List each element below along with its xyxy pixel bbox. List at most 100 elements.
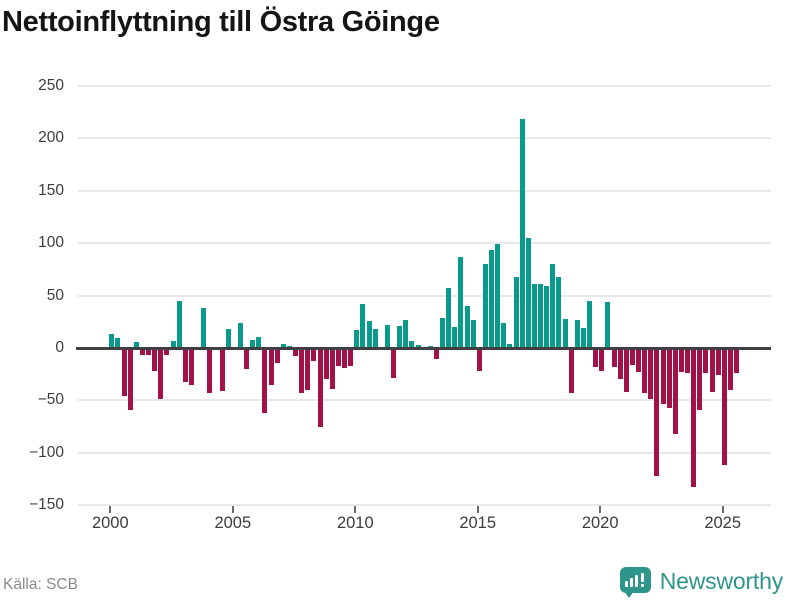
bar <box>293 348 298 357</box>
gridline <box>78 189 771 192</box>
bar <box>489 249 494 348</box>
bar <box>733 348 739 374</box>
bar <box>146 348 151 356</box>
x-axis-tick <box>721 506 724 513</box>
bar <box>219 348 225 391</box>
x-axis-tick <box>231 506 234 513</box>
bar <box>115 337 121 348</box>
bar <box>446 288 452 348</box>
bar <box>525 238 531 348</box>
bar <box>409 340 415 348</box>
bar <box>250 339 256 348</box>
bar <box>133 341 139 348</box>
gridline <box>78 137 771 140</box>
bar <box>519 118 525 348</box>
bar <box>617 348 623 380</box>
x-axis-tick-label: 2010 <box>336 514 374 532</box>
newsworthy-logo: Newsworthy <box>619 563 783 599</box>
y-axis-tick-label: 100 <box>38 234 64 252</box>
bar <box>311 348 317 361</box>
bar <box>323 348 329 380</box>
bar <box>109 334 115 348</box>
bar <box>139 348 145 356</box>
bar <box>587 300 592 348</box>
bar <box>721 348 727 466</box>
bar <box>317 348 323 427</box>
y-axis-tick-label: −150 <box>29 496 64 514</box>
bar <box>550 264 556 348</box>
bar <box>458 256 464 348</box>
y-axis-tick-label: −50 <box>37 391 64 409</box>
bar <box>158 348 164 400</box>
bar <box>391 348 396 379</box>
y-axis-tick-label: 50 <box>46 286 64 304</box>
bar <box>654 348 660 476</box>
x-axis-tick-label: 2020 <box>581 514 619 532</box>
bar <box>556 276 562 348</box>
bar <box>440 317 445 348</box>
bar <box>299 348 305 394</box>
bar <box>666 348 672 408</box>
x-axis-tick-label: 2015 <box>459 514 497 532</box>
bar <box>268 348 274 385</box>
bar <box>685 348 690 374</box>
bar <box>513 276 519 348</box>
gridline <box>78 504 771 507</box>
bar <box>372 329 378 348</box>
page-title: Nettoinflyttning till Östra Göinge <box>2 6 440 38</box>
bar <box>403 319 409 348</box>
bar <box>648 348 654 400</box>
bar <box>605 301 611 348</box>
bar <box>452 327 458 348</box>
bar <box>709 348 715 392</box>
gridline <box>78 399 771 402</box>
bar <box>274 348 280 363</box>
bar <box>691 348 697 488</box>
y-axis-tick-label: 0 <box>55 339 64 356</box>
x-axis-tick <box>599 506 602 513</box>
bar <box>225 329 231 348</box>
bar <box>476 348 482 372</box>
bar <box>482 264 488 348</box>
bar <box>207 348 213 394</box>
bar <box>672 348 678 434</box>
bar <box>280 343 286 348</box>
bar <box>562 318 568 348</box>
bar <box>176 300 182 348</box>
bar <box>188 348 194 385</box>
gridline <box>78 451 771 454</box>
bar <box>727 348 733 390</box>
bar <box>629 348 635 365</box>
bar <box>538 284 543 348</box>
bar <box>415 344 421 348</box>
bar <box>568 348 574 394</box>
y-axis-tick-label: −100 <box>29 443 64 461</box>
bar <box>636 348 641 373</box>
bar <box>127 348 133 410</box>
bar <box>244 348 249 369</box>
bar <box>348 348 354 366</box>
bar <box>660 348 666 404</box>
x-axis-tick-label: 2025 <box>704 514 742 532</box>
bar <box>201 308 207 348</box>
x-axis-tick <box>109 506 112 513</box>
bar <box>170 340 176 348</box>
bar <box>342 348 347 368</box>
bar <box>501 322 507 348</box>
gridline <box>78 294 771 297</box>
bar <box>329 348 335 389</box>
zero-axis-line <box>76 346 771 350</box>
source-caption: Källa: SCB <box>3 576 78 593</box>
bar <box>354 330 360 348</box>
bar <box>384 324 390 348</box>
bar <box>256 336 262 348</box>
bar <box>262 348 268 413</box>
bar <box>623 348 629 392</box>
bar <box>433 348 439 359</box>
gridline <box>78 85 771 87</box>
bar <box>360 304 366 348</box>
mini-bars-glyph <box>624 573 646 587</box>
y-axis-tick-label: 250 <box>38 77 64 94</box>
bar <box>703 348 709 374</box>
